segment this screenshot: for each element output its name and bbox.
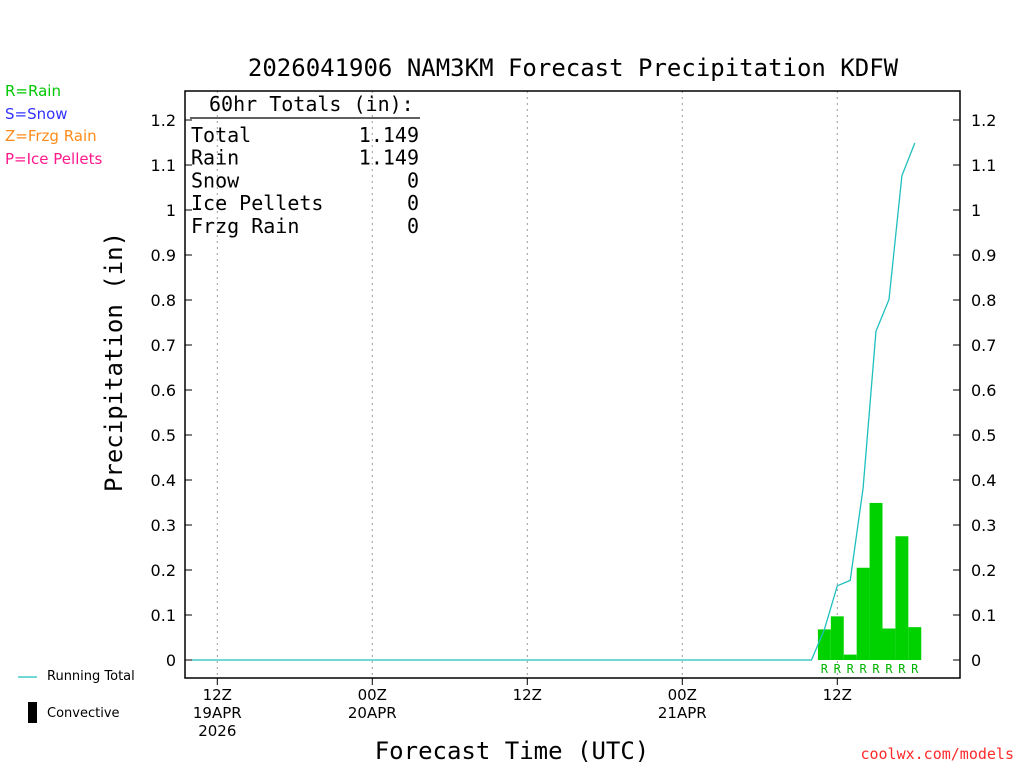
- precip-type-label: R: [885, 662, 893, 676]
- x-tick-label: 20APR: [348, 704, 397, 722]
- totals-row-value: 0: [407, 168, 419, 192]
- x-tick-label: 00Z: [668, 686, 697, 704]
- y-axis-ticks: 0 00.1 0.10.2 0.20.3 0.30.4 0.40.5 0.50.6 0.60.…: [151, 111, 997, 670]
- y-tick-label-right: 0.1: [971, 606, 996, 625]
- precip-type-legend: R=Rain S=Snow Z=Frzg Rain P=Ice Pellets: [5, 80, 102, 170]
- y-tick-label: 1.2: [151, 111, 176, 130]
- precip-type-label: R: [872, 662, 880, 676]
- y-tick-label-right: 1: [971, 201, 981, 220]
- y-tick-label: 0.8: [151, 291, 176, 310]
- precip-type-legend-item: S=Snow: [5, 104, 68, 123]
- totals-rows: Total 1.149 Rain 1.149 Snow 0 Ice Pellets 0 Frzg…: [191, 123, 419, 238]
- precip-type-label: R: [834, 662, 842, 676]
- y-tick-label-right: 0.9: [971, 246, 996, 265]
- precip-type-legend-item: R=Rain: [5, 82, 61, 100]
- precip-bar: [830, 616, 844, 660]
- precip-bar: [856, 567, 870, 660]
- precip-type-legend-item: Z=Frzg Rain: [5, 127, 97, 145]
- chart-title: 2026041906 NAM3KM Forecast Precipitation…: [248, 54, 899, 82]
- y-tick-label: 0.4: [151, 471, 176, 490]
- y-tick-label-right: 0.8: [971, 291, 996, 310]
- y-tick-label: 0.1: [151, 606, 176, 625]
- precip-bar: [882, 628, 896, 660]
- x-tick-label: 12Z: [823, 686, 852, 704]
- y-tick-label: 0.7: [151, 336, 176, 355]
- totals-box: 60hr Totals (in): Total 1.149 Rain 1.149 Sno…: [190, 92, 420, 238]
- totals-row-value: 0: [407, 214, 419, 238]
- y-tick-label-right: 0: [971, 651, 981, 670]
- y-tick-label: 0.2: [151, 561, 176, 580]
- x-tick-label: 19APR: [193, 704, 242, 722]
- y-tick-label-right: 0.2: [971, 561, 996, 580]
- precip-type-label: R: [898, 662, 906, 676]
- precip-type-label: R: [847, 662, 855, 676]
- precip-type-label: R: [911, 662, 919, 676]
- totals-row-label: Rain: [191, 146, 239, 170]
- precip-bar: [843, 654, 857, 660]
- y-tick-label-right: 0.6: [971, 381, 996, 400]
- precip-type-label: R: [821, 662, 829, 676]
- totals-header: 60hr Totals (in):: [209, 92, 414, 116]
- credit-link[interactable]: coolwx.com/models: [860, 745, 1014, 763]
- precip-bar: [817, 629, 831, 660]
- plot-frame: [184, 90, 961, 679]
- totals-row-label: Frzg Rain: [191, 214, 299, 238]
- y-tick-label: 0.5: [151, 426, 176, 445]
- y-tick-label: 1: [166, 201, 176, 220]
- totals-row-value: 1.149: [359, 146, 419, 170]
- convective-legend-label: Convective: [47, 706, 120, 721]
- x-tick-label: 12Z: [513, 686, 542, 704]
- totals-row-label: Snow: [191, 168, 240, 192]
- precip-bars: [817, 502, 922, 660]
- x-tick-label: 00Z: [358, 686, 387, 704]
- precip-bar: [908, 627, 922, 660]
- x-tick-label: 12Z: [203, 686, 232, 704]
- convective-legend-swatch: [28, 702, 37, 723]
- y-tick-label: 1.1: [151, 156, 176, 175]
- y-axis-title: Precipitation (in): [100, 232, 128, 492]
- y-tick-label: 0.3: [151, 516, 176, 535]
- totals-row-value: 0: [407, 191, 419, 215]
- totals-row-value: 1.149: [359, 123, 419, 147]
- y-tick-label: 0.9: [151, 246, 176, 265]
- vertical-grid: [216, 91, 838, 678]
- x-tick-label: 21APR: [658, 704, 707, 722]
- y-tick-label-right: 0.7: [971, 336, 996, 355]
- precip-type-label: R: [860, 662, 868, 676]
- precip-bar: [869, 502, 883, 660]
- running-total-legend-label: Running Total: [47, 669, 135, 684]
- totals-row-label: Ice Pellets: [191, 191, 323, 215]
- y-tick-label-right: 0.3: [971, 516, 996, 535]
- y-tick-label-right: 0.5: [971, 426, 996, 445]
- y-tick-label-right: 1.2: [971, 111, 996, 130]
- precip-type-legend-item: P=Ice Pellets: [5, 149, 103, 168]
- y-tick-label: 0.6: [151, 381, 176, 400]
- x-axis-title: Forecast Time (UTC): [375, 737, 650, 765]
- y-tick-label-right: 0.4: [971, 471, 996, 490]
- running-total-line: [191, 142, 916, 661]
- precip-bar: [895, 536, 909, 660]
- totals-row-label: Total: [191, 123, 251, 147]
- y-tick-label-right: 1.1: [971, 156, 996, 175]
- x-tick-label: 2026: [198, 722, 236, 740]
- y-tick-label: 0: [166, 651, 176, 670]
